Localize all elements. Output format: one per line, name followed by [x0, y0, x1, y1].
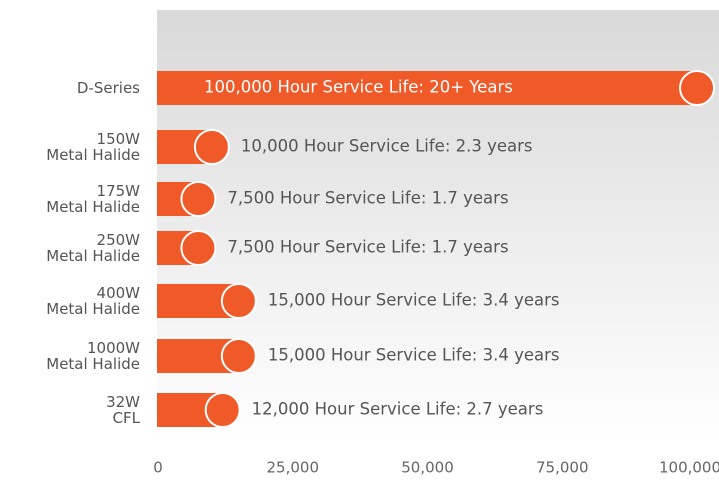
value-label: 10,000 Hour Service Life: 2.3 years — [241, 137, 533, 156]
category-label-line: CFL — [113, 409, 141, 427]
bar-end-marker — [220, 338, 257, 374]
x-tick-label: 100,000 — [659, 459, 719, 477]
category-label-line: D-Series — [77, 79, 140, 97]
value-label: 15,000 Hour Service Life: 3.4 years — [268, 346, 560, 365]
x-tick-label: 75,000 — [536, 459, 589, 477]
category-label: 400W Metal Halide — [46, 284, 140, 318]
category-label-line: 1000W — [87, 339, 140, 357]
category-label-line: Metal Halide — [46, 198, 140, 216]
bar — [157, 71, 697, 105]
category-label-line: 400W — [97, 284, 141, 302]
bar-end-marker — [220, 283, 257, 319]
category-label: 150W Metal Halide — [46, 130, 140, 164]
category-label: 250W Metal Halide — [46, 231, 140, 265]
category-label-line: 32W — [106, 393, 140, 411]
bar-end-marker — [204, 392, 241, 428]
category-label-line: Metal Halide — [46, 300, 140, 318]
category-label: 175W Metal Halide — [46, 182, 140, 216]
category-label-line: 150W — [97, 130, 141, 148]
category-label: 32W CFL — [106, 393, 141, 427]
category-label-line: Metal Halide — [46, 146, 140, 164]
bar-end-marker — [180, 230, 217, 266]
value-label: 7,500 Hour Service Life: 1.7 years — [227, 238, 508, 257]
category-label-line: 250W — [97, 231, 141, 249]
category-label-line: Metal Halide — [46, 355, 140, 373]
value-label: 15,000 Hour Service Life: 3.4 years — [268, 291, 560, 310]
category-label: 1000W Metal Halide — [46, 339, 140, 373]
x-tick-label: 25,000 — [267, 459, 320, 477]
value-label: 100,000 Hour Service Life: 20+ Years — [204, 78, 513, 97]
bar-end-marker — [180, 181, 217, 217]
value-label: 7,500 Hour Service Life: 1.7 years — [227, 189, 508, 208]
bar-end-marker — [193, 129, 230, 165]
x-tick-label: 0 — [153, 459, 163, 477]
x-tick-label: 50,000 — [401, 459, 454, 477]
category-label-line: 175W — [97, 182, 141, 200]
category-label-line: Metal Halide — [46, 247, 140, 265]
category-label: D-Series — [77, 79, 140, 97]
value-label: 12,000 Hour Service Life: 2.7 years — [252, 400, 544, 419]
bar-end-marker — [679, 70, 715, 106]
